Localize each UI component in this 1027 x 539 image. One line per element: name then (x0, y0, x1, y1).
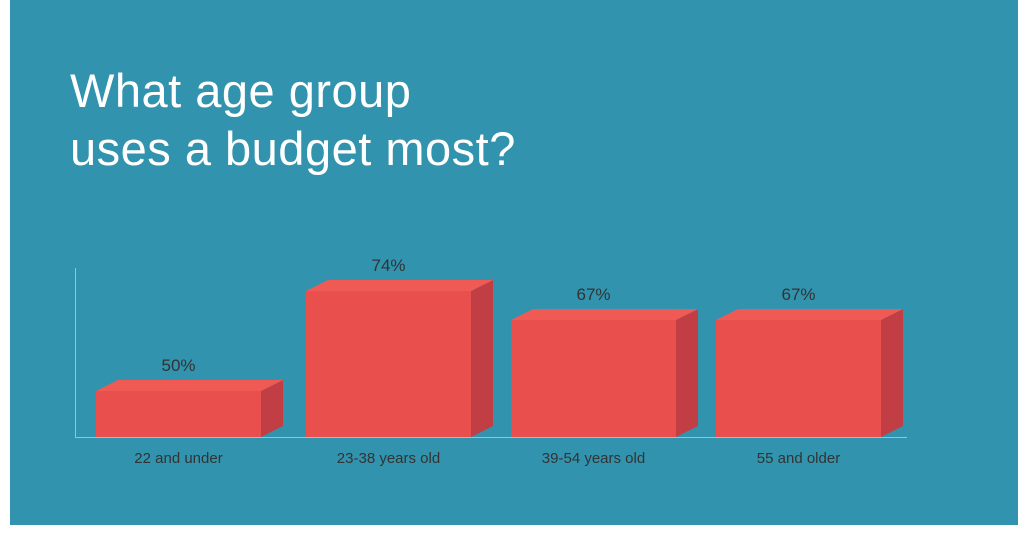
category-labels-row: 22 and under 23-38 years old 39-54 years o… (76, 438, 907, 468)
bar-top-face (96, 380, 283, 391)
category-label: 22 and under (134, 450, 223, 467)
bar-value-label: 67% (781, 285, 816, 304)
category-label: 55 and older (756, 450, 841, 467)
bar: 67% (716, 285, 903, 437)
bar: 50% (96, 356, 283, 437)
bar-value-label: 50% (161, 356, 196, 375)
chart-title-line-2: uses a budget most? (70, 122, 516, 175)
chart-title-line-1: What age group (70, 64, 412, 117)
bar-top-face (511, 309, 698, 320)
bar: 74% (306, 256, 493, 437)
bar-front-face (716, 320, 881, 437)
bar-front-face (96, 391, 261, 437)
bar-chart: 50% 74% 67% 67% 22 and under 23-38 years old… (75, 256, 907, 467)
bar-value-label: 67% (576, 285, 611, 304)
bar: 67% (511, 285, 698, 437)
category-label: 39-54 years old (541, 450, 646, 467)
bar-side-face (881, 308, 903, 437)
bar-side-face (471, 279, 493, 437)
bar-side-face (676, 308, 698, 437)
bar-front-face (511, 320, 676, 437)
bar-top-face (306, 280, 493, 291)
bar-top-face (716, 309, 903, 320)
infographic-panel: What age group uses a budget most? 50% 74… (10, 0, 1018, 525)
category-label: 23-38 years old (336, 450, 441, 467)
bar-front-face (306, 291, 471, 437)
chart-title: What age group uses a budget most? (70, 62, 516, 178)
bar-value-label: 74% (371, 256, 406, 275)
